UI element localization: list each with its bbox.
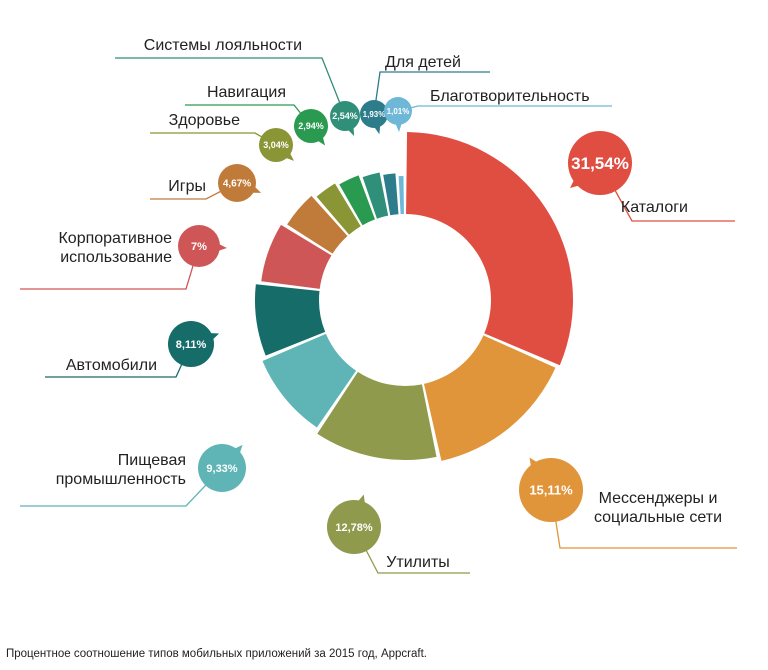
category-label: Благотворительность — [430, 88, 590, 105]
category-label: социальные сети — [594, 509, 722, 526]
value-bubble — [218, 164, 256, 202]
callout-line — [397, 105, 612, 112]
value-bubble — [568, 131, 632, 195]
slice-callout: 9,33% Пищевая промышленность — [20, 444, 246, 507]
donut-slice — [287, 195, 348, 254]
donut-slice — [262, 333, 357, 428]
category-label: Навигация — [207, 84, 286, 101]
value-bubble — [360, 100, 388, 128]
value-bubble — [294, 109, 328, 143]
donut-slice — [362, 172, 389, 219]
donut-slice — [261, 224, 332, 289]
value-label: 15,11% — [529, 483, 573, 498]
slice-callout: 1,01% Благотворительность — [384, 88, 612, 132]
slice-callout: 15,11% Мессенджеры и социальные сети — [519, 457, 737, 549]
value-label: 31,54% — [571, 154, 629, 173]
slice-callout: 12,78% Утилиты — [327, 494, 470, 574]
slice-callout: 4,67% Игры — [150, 164, 262, 202]
value-label: 7% — [191, 241, 207, 253]
slice-callout: 1,93% Для детей — [360, 54, 490, 135]
value-label: 3,04% — [263, 140, 289, 150]
value-bubble — [327, 500, 381, 554]
callout-line — [150, 132, 277, 146]
value-label: 4,67% — [223, 179, 251, 190]
category-label: Утилиты — [386, 554, 450, 571]
category-label: Здоровье — [169, 112, 241, 129]
category-label: Мессенджеры и — [599, 490, 718, 507]
donut-slice — [406, 132, 574, 366]
category-label: Пищевая — [118, 452, 186, 469]
donut-slice — [316, 183, 361, 235]
category-label: промышленность — [56, 471, 186, 488]
value-label: 9,33% — [206, 463, 237, 475]
category-label: Каталоги — [621, 199, 688, 216]
category-label: Автомобили — [66, 357, 157, 374]
donut-slice — [423, 335, 556, 461]
slice-callout: 31,54% Каталоги — [568, 131, 735, 222]
callout-line — [115, 57, 346, 117]
value-label: 12,78% — [335, 522, 373, 534]
donut-slice — [339, 175, 375, 226]
value-bubble — [384, 97, 412, 125]
slice-callout: 8,11% Автомобили — [45, 321, 220, 378]
value-label: 2,94% — [298, 121, 324, 131]
donut-slice — [254, 284, 326, 356]
category-label: использование — [60, 249, 172, 266]
value-bubble — [178, 225, 220, 267]
donut-slice — [317, 371, 437, 460]
slice-callout: 2,94% Навигация — [185, 84, 328, 146]
value-bubble — [259, 128, 293, 162]
slice-callout: 2,54% Системы лояльности — [115, 37, 360, 137]
slice-callout: 3,04% Здоровье — [150, 112, 295, 162]
category-label: Для детей — [385, 54, 461, 71]
donut-chart: 31,54% Каталоги 15,11% Мессенджеры и социаль… — [20, 37, 737, 574]
value-label: 8,11% — [176, 339, 207, 351]
donut-slice — [383, 173, 399, 216]
chart-caption: Процентное соотношение типов мобильных п… — [6, 648, 427, 660]
value-label: 1,01% — [387, 107, 410, 116]
category-label: Системы лояльности — [144, 37, 302, 54]
category-label: Корпоративное — [58, 230, 172, 247]
value-label: 2,54% — [332, 111, 358, 121]
slice-callout: 7% Корпоративное использование — [20, 225, 227, 290]
category-label: Игры — [168, 178, 206, 195]
value-bubble — [168, 321, 214, 367]
value-bubble — [330, 101, 360, 131]
value-bubble — [198, 444, 246, 492]
callout-line — [373, 71, 490, 115]
callout-line — [20, 245, 200, 290]
value-bubble — [519, 458, 583, 522]
donut-slice — [398, 176, 404, 215]
value-label: 1,93% — [363, 110, 386, 119]
callout-line — [20, 467, 223, 507]
